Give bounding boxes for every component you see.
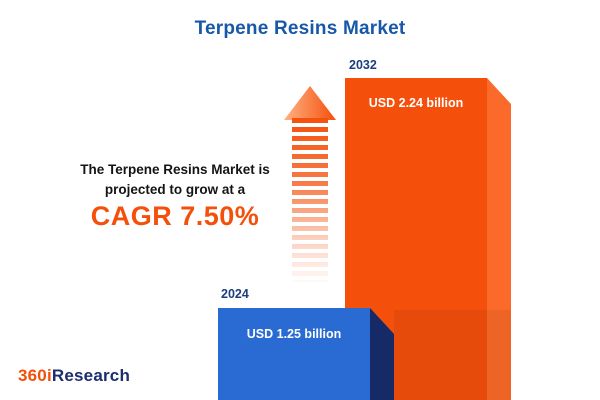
brand-logo-prefix: 360i [18, 366, 52, 385]
brand-logo-suffix: Research [51, 366, 131, 385]
value-label-2032: USD 2.24 billion [368, 96, 464, 110]
bar-2024-front [218, 308, 370, 400]
description-line-2: projected to grow at a [104, 182, 246, 198]
year-label-2024: 2024 [221, 287, 249, 301]
bar-2024-side [370, 308, 394, 400]
growth-arrow-shaft-icon [292, 118, 328, 282]
page-title: Terpene Resins Market [194, 18, 406, 39]
bar-2032-shading [394, 310, 511, 400]
value-label-2024: USD 1.25 billion [246, 327, 342, 341]
description-line-1: The Terpene Resins Market is [80, 162, 270, 177]
bar-2032-side [487, 78, 511, 400]
year-label-2032: 2032 [349, 58, 377, 72]
description-text: The Terpene Resins Market is projected t… [35, 160, 315, 201]
growth-arrow-head-icon [284, 86, 336, 120]
brand-logo: 360iResearch [18, 366, 130, 386]
cagr-value: CAGR 7.50% [90, 201, 260, 231]
